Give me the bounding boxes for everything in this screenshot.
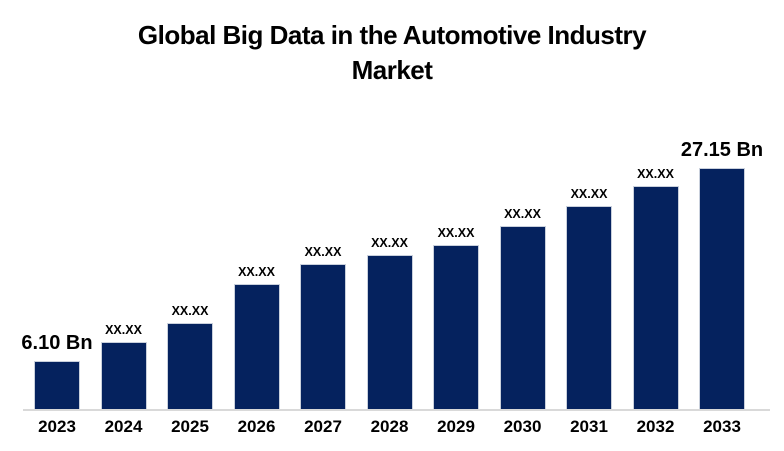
bar-group-2026: XX.XX <box>233 264 280 410</box>
x-tick-2024: 2024 <box>104 417 143 436</box>
x-tick-2032: 2032 <box>636 417 675 436</box>
bar-value-label-2030: XX.XX <box>504 206 541 221</box>
bar-2029 <box>433 245 479 410</box>
bar-value-label-2025: XX.XX <box>171 303 209 318</box>
chart-title-line2: Market <box>351 55 433 85</box>
bar-group-2029: XX.XX <box>433 225 479 410</box>
bar-value-label-2026: XX.XX <box>238 264 275 279</box>
chart-title-line1: Global Big Data in the Automotive Indust… <box>137 20 647 50</box>
bar-value-label-2028: XX.XX <box>371 235 408 250</box>
bar-2023 <box>34 361 80 410</box>
bar-2028 <box>366 255 413 410</box>
bar-value-label-2023: 6.10 Bn <box>21 332 93 354</box>
bar-2024 <box>100 342 147 410</box>
bar-group-2030: XX.XX <box>499 206 546 410</box>
x-tick-2029: 2029 <box>437 417 475 436</box>
x-tick-2023: 2023 <box>38 417 76 436</box>
bar-group-2023: 6.10 Bn <box>21 333 93 410</box>
chart-title: Global Big Data in the Automotive Indust… <box>0 18 784 88</box>
x-tick-2028: 2028 <box>370 417 409 436</box>
bar-group-2028: XX.XX <box>366 235 413 410</box>
bar-group-2024: XX.XX <box>100 322 147 410</box>
x-tick-2030: 2030 <box>503 417 542 436</box>
bar-2025 <box>167 323 213 410</box>
bar-2032 <box>632 186 679 410</box>
x-axis-labels: 2023 2024 2025 2026 2027 2028 2029 2030 … <box>34 417 745 437</box>
bar-group-2025: XX.XX <box>167 303 213 410</box>
x-tick-2033: 2033 <box>703 417 741 436</box>
x-tick-2025: 2025 <box>171 417 209 436</box>
x-axis-line <box>23 409 770 411</box>
bar-2031 <box>566 206 612 410</box>
bar-group-2032: XX.XX <box>632 166 679 410</box>
bar-value-label-2024: XX.XX <box>105 322 142 337</box>
bar-2030 <box>499 226 546 410</box>
x-tick-2027: 2027 <box>304 417 342 436</box>
bar-2033 <box>699 168 745 410</box>
x-tick-2026: 2026 <box>237 417 276 436</box>
bar-group-2031: XX.XX <box>566 186 612 410</box>
bar-2027 <box>300 264 346 410</box>
bar-group-2027: XX.XX <box>300 244 346 410</box>
bars-row: 6.10 Bn XX.XX XX.XX XX.XX XX.XX XX.XX XX… <box>21 140 763 410</box>
bar-2026 <box>233 284 280 410</box>
x-tick-2031: 2031 <box>570 417 608 436</box>
bar-group-2033: 27.15 Bn <box>681 140 763 410</box>
bar-value-label-2027: XX.XX <box>304 244 342 259</box>
bar-value-label-2032: XX.XX <box>637 166 674 181</box>
bar-value-label-2029: XX.XX <box>437 225 475 240</box>
bar-value-label-2031: XX.XX <box>570 186 608 201</box>
bar-value-label-2033: 27.15 Bn <box>680 139 764 161</box>
